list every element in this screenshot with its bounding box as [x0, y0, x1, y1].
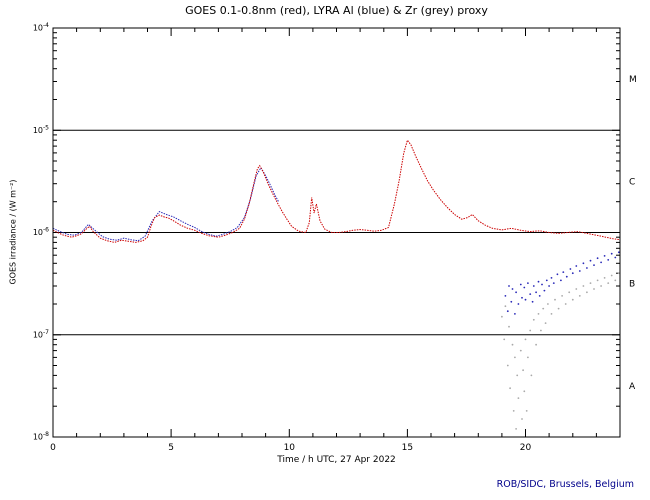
- series-lyra-al-blue: [52, 166, 280, 242]
- svg-text:10-6: 10-6: [33, 227, 49, 238]
- svg-text:B: B: [629, 280, 635, 290]
- svg-text:10-8: 10-8: [33, 431, 49, 442]
- plot-frame: [52, 27, 621, 438]
- svg-text:15: 15: [402, 443, 413, 453]
- series-goes-red: [52, 139, 621, 243]
- x-axis-label: Time / h UTC, 27 Apr 2022: [277, 455, 396, 465]
- svg-text:5: 5: [168, 443, 174, 453]
- svg-text:M: M: [629, 75, 637, 85]
- series-lyra-zr-grey: [501, 272, 620, 430]
- svg-text:10-5: 10-5: [33, 124, 49, 135]
- svg-text:10-7: 10-7: [33, 329, 49, 340]
- y-tick-labels: 10-4 10-5 10-6 10-7 10-8: [33, 22, 49, 442]
- credit-text: ROB/SIDC, Brussels, Belgium: [496, 479, 634, 490]
- svg-text:0: 0: [50, 443, 56, 453]
- svg-text:C: C: [629, 177, 635, 187]
- svg-text:20: 20: [520, 443, 532, 453]
- series-lyra-al-blue-late: [504, 251, 620, 315]
- x-tick-labels: 0 5 10 15 20: [50, 443, 531, 453]
- svg-text:10: 10: [284, 443, 296, 453]
- svg-text:10-4: 10-4: [33, 22, 49, 33]
- flare-class-labels: M C B A: [629, 75, 637, 392]
- y-axis-ticks: [53, 27, 620, 438]
- y-axis-label: GOES irradiance / (W m⁻²): [8, 179, 18, 285]
- svg-text:A: A: [629, 382, 636, 392]
- chart-title: GOES 0.1-0.8nm (red), LYRA Al (blue) & Z…: [185, 4, 488, 17]
